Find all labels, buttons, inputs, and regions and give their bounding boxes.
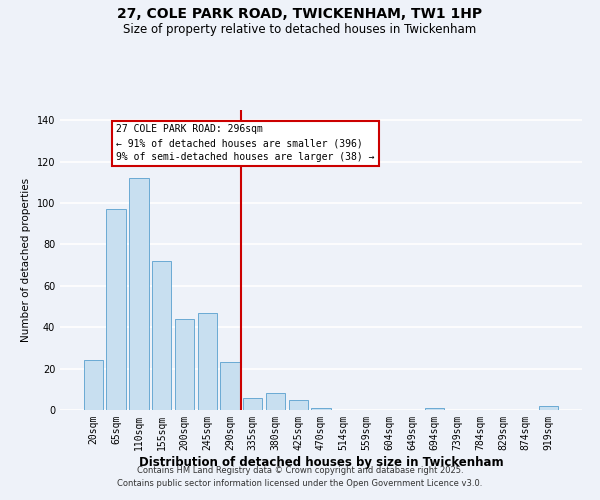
Text: Contains HM Land Registry data © Crown copyright and database right 2025.
Contai: Contains HM Land Registry data © Crown c…: [118, 466, 482, 487]
Bar: [129, 178, 149, 410]
Bar: [197, 313, 217, 410]
Bar: [175, 319, 194, 410]
Text: 27, COLE PARK ROAD, TWICKENHAM, TW1 1HP: 27, COLE PARK ROAD, TWICKENHAM, TW1 1HP: [118, 8, 482, 22]
Bar: [311, 408, 331, 410]
X-axis label: Distribution of detached houses by size in Twickenham: Distribution of detached houses by size …: [139, 456, 503, 468]
Bar: [289, 400, 308, 410]
Bar: [539, 406, 558, 410]
Text: 27 COLE PARK ROAD: 296sqm
← 91% of detached houses are smaller (396)
9% of semi-: 27 COLE PARK ROAD: 296sqm ← 91% of detac…: [116, 124, 374, 162]
Bar: [425, 408, 445, 410]
Bar: [84, 360, 103, 410]
Bar: [220, 362, 239, 410]
Bar: [266, 394, 285, 410]
Bar: [243, 398, 262, 410]
Bar: [152, 261, 172, 410]
Y-axis label: Number of detached properties: Number of detached properties: [21, 178, 31, 342]
Bar: [106, 210, 126, 410]
Text: Size of property relative to detached houses in Twickenham: Size of property relative to detached ho…: [124, 22, 476, 36]
